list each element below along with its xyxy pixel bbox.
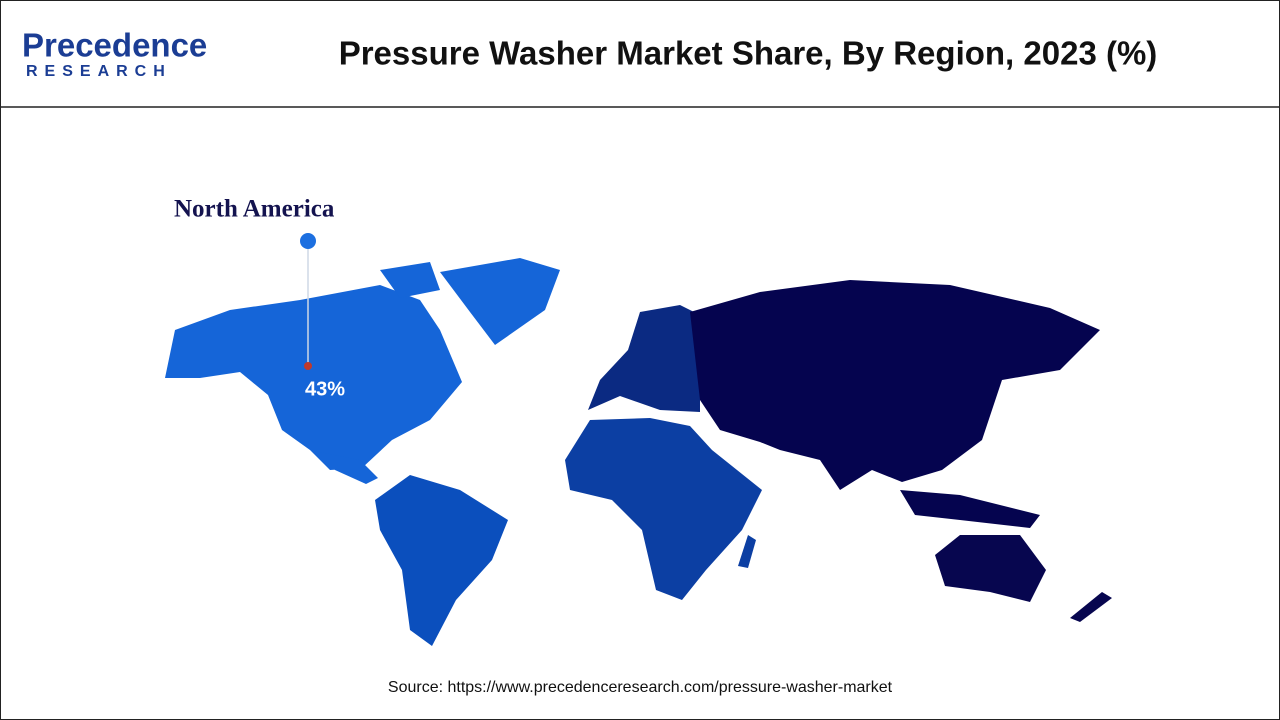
europe	[588, 305, 710, 412]
madagascar	[738, 535, 756, 568]
source: Source: https://www.precedenceresearch.c…	[388, 679, 893, 696]
greenland	[440, 258, 560, 345]
arctic-islands	[380, 262, 440, 298]
region-label: North America	[174, 196, 335, 223]
se-asia-islands	[900, 490, 1040, 528]
africa	[565, 418, 762, 600]
new-zealand	[1070, 592, 1112, 622]
logo-top: Precedence	[22, 27, 207, 64]
world-map	[165, 258, 1112, 646]
callout-anchor	[304, 362, 312, 370]
title: Pressure Washer Market Share, By Region,…	[339, 35, 1158, 72]
australia	[935, 535, 1046, 602]
logo-bottom: RESEARCH	[26, 63, 172, 80]
south-america	[375, 475, 508, 646]
region-value: 43%	[305, 378, 345, 400]
north-america	[165, 285, 462, 470]
callout-dot	[300, 233, 316, 249]
asia	[690, 280, 1100, 490]
central-america	[320, 452, 378, 484]
